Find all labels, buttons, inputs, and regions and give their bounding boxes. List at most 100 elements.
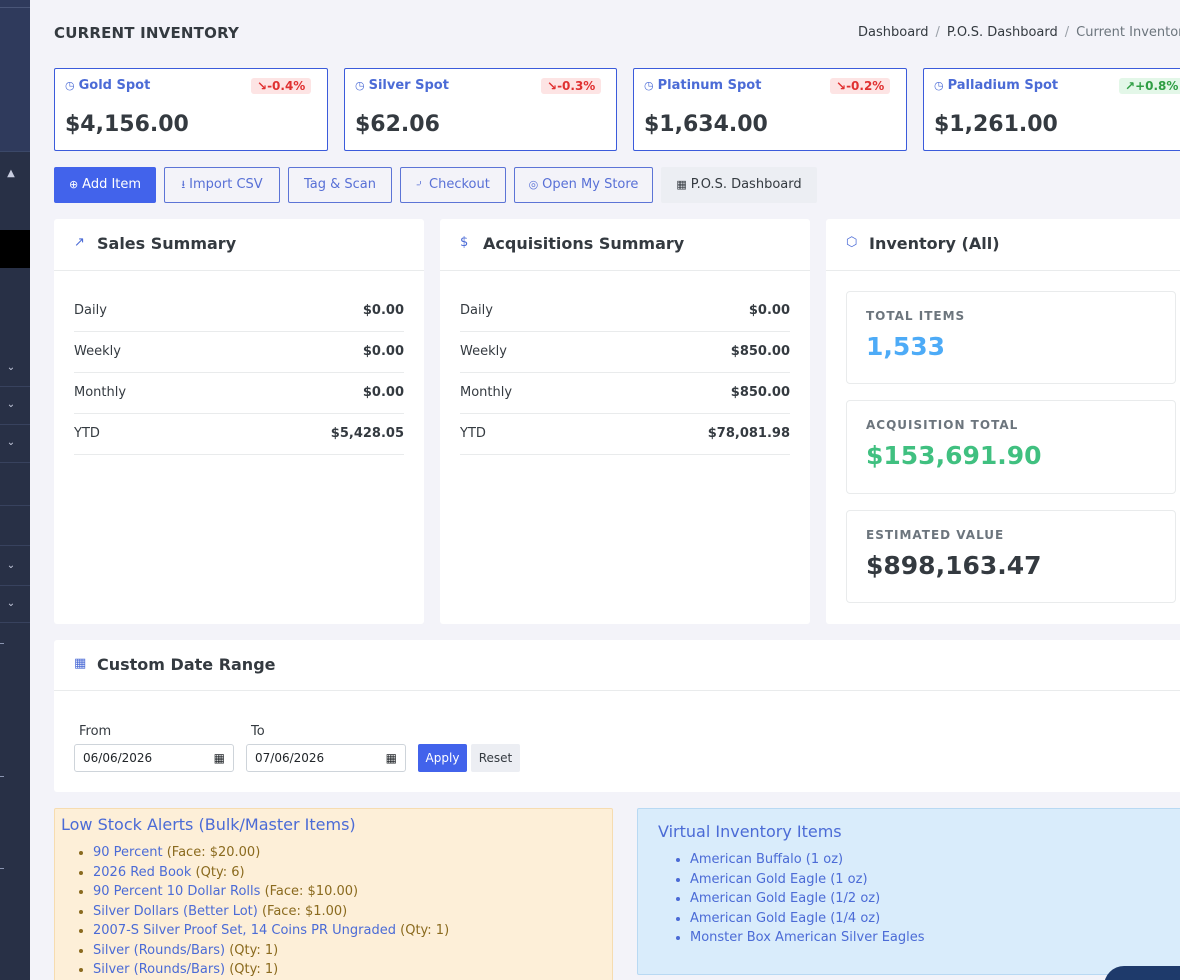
upload-icon: ⭳ xyxy=(181,178,186,191)
sidebar-header xyxy=(0,0,30,152)
spot-card-palladium: ◷ Palladium Spot ↗+0.8% $1,261.00 xyxy=(923,68,1180,151)
list-item: 2007-S Silver Proof Set, 14 Coins PR Ung… xyxy=(93,921,449,941)
card-title: Acquisitions Summary xyxy=(483,234,685,253)
chevron-down-icon[interactable]: ⌄ xyxy=(6,399,16,410)
import-csv-button[interactable]: ⭳ Import CSV xyxy=(164,167,280,203)
low-stock-list: 90 Percent (Face: $20.00) 2026 Red Book … xyxy=(93,843,449,980)
spot-name: Platinum Spot xyxy=(657,78,762,93)
list-item: Silver (Rounds/Bars) (Qty: 1) xyxy=(93,960,449,980)
breadcrumb: Dashboard / P.O.S. Dashboard / Current Inven… xyxy=(858,25,1180,40)
list-item[interactable]: American Gold Eagle (1/2 oz) xyxy=(690,889,925,909)
inventory-card: ⬡ Inventory (All) TOTAL ITEMS 1,533 ACQUI… xyxy=(826,219,1180,624)
trend-down-icon: ↘ xyxy=(257,79,268,93)
trend-up-icon: ↗ xyxy=(1125,79,1136,93)
breadcrumb-dashboard[interactable]: Dashboard xyxy=(858,25,929,40)
chevron-up-icon[interactable]: ▲ xyxy=(7,168,15,179)
summary-row: Daily $0.00 xyxy=(74,291,404,332)
summary-row: Weekly $850.00 xyxy=(460,332,790,373)
apply-button[interactable]: Apply xyxy=(418,744,467,772)
virtual-inventory-list: American Buffalo (1 oz) American Gold Ea… xyxy=(690,850,925,948)
to-date-input[interactable]: 07/06/2026 ▦ xyxy=(246,744,406,772)
custom-date-range-card: ▦ Custom Date Range xyxy=(54,640,1180,792)
list-item: Silver (Rounds/Bars) (Qty: 1) xyxy=(93,941,449,961)
spot-price: $4,156.00 xyxy=(65,112,189,137)
sidebar-item-active[interactable] xyxy=(0,230,30,268)
box-icon: ⬡ xyxy=(846,235,858,250)
calendar-icon: ▦ xyxy=(74,656,87,671)
virtual-inventory-title: Virtual Inventory Items xyxy=(658,822,842,841)
main-content: CURRENT INVENTORY Dashboard / P.O.S. Dashb… xyxy=(30,0,1180,980)
summary-row: YTD $78,081.98 xyxy=(460,414,790,455)
globe-icon: ◎ xyxy=(528,178,539,191)
list-item[interactable]: American Gold Eagle (1 oz) xyxy=(690,870,925,890)
item-link[interactable]: 2007-S Silver Proof Set, 14 Coins PR Ung… xyxy=(93,923,396,938)
summary-row: Weekly $0.00 xyxy=(74,332,404,373)
grid-icon: ▦ xyxy=(676,178,687,191)
item-link[interactable]: Silver Dollars (Better Lot) xyxy=(93,903,258,919)
dollar-icon: $ xyxy=(460,235,469,250)
calendar-icon: ▦ xyxy=(213,751,225,765)
spot-change-badge: ↘-0.4% xyxy=(251,78,312,94)
spot-change-badge: ↘-0.3% xyxy=(541,78,602,94)
list-item: Silver Dollars (Better Lot) (Face: $1.00… xyxy=(93,902,449,922)
summary-row: Daily $0.00 xyxy=(460,291,790,332)
spot-name: Gold Spot xyxy=(78,78,151,93)
reset-button[interactable]: Reset xyxy=(471,744,520,772)
chevron-down-icon[interactable]: ⌄ xyxy=(6,437,16,448)
spot-price: $1,634.00 xyxy=(644,112,768,137)
summary-row: YTD $5,428.05 xyxy=(74,414,404,455)
item-link[interactable]: Silver (Rounds/Bars) xyxy=(93,962,226,977)
spot-card-silver: ◷ Silver Spot ↘-0.3% $62.06 xyxy=(344,68,617,151)
list-item: 90 Percent (Face: $20.00) xyxy=(93,843,449,863)
spot-price: $1,261.00 xyxy=(934,112,1058,137)
list-item: 2026 Red Book (Qty: 6) xyxy=(93,863,449,883)
item-link[interactable]: 90 Percent xyxy=(93,845,163,860)
list-item[interactable]: American Buffalo (1 oz) xyxy=(690,850,925,870)
sidebar: ▲ ⌄ ⌄ ⌄ ⌄ ⌄ xyxy=(0,0,30,980)
calendar-icon: ▦ xyxy=(385,751,397,765)
breadcrumb-current: Current Inventory xyxy=(1076,25,1180,40)
spot-card-gold: ◷ Gold Spot ↘-0.4% $4,156.00 xyxy=(54,68,328,151)
item-link[interactable]: Silver (Rounds/Bars) xyxy=(93,942,226,958)
checkout-button[interactable]: ⌏ Checkout xyxy=(400,167,506,203)
acquisition-total-stat: ACQUISITION TOTAL $153,691.90 xyxy=(846,400,1176,494)
item-link[interactable]: 90 Percent 10 Dollar Rolls xyxy=(93,884,261,899)
add-item-button[interactable]: ⊕ Add Item xyxy=(54,167,156,203)
from-date-input[interactable]: 06/06/2026 ▦ xyxy=(74,744,234,772)
chevron-down-icon[interactable]: ⌄ xyxy=(6,560,16,571)
summary-row: Monthly $850.00 xyxy=(460,373,790,414)
open-store-button[interactable]: ◎ Open My Store xyxy=(514,167,653,203)
item-link[interactable]: 2026 Red Book xyxy=(93,864,192,880)
trend-down-icon: ↘ xyxy=(836,79,847,93)
trending-up-icon: ↗ xyxy=(74,235,85,250)
gauge-icon: ◷ xyxy=(65,79,75,92)
low-stock-alerts: Low Stock Alerts (Bulk/Master Items) 90 … xyxy=(54,808,613,980)
spot-name: Palladium Spot xyxy=(947,78,1059,93)
page-title: CURRENT INVENTORY xyxy=(54,24,240,42)
spot-name: Silver Spot xyxy=(368,78,449,93)
list-item[interactable]: American Gold Eagle (1/4 oz) xyxy=(690,909,925,929)
total-items-stat: TOTAL ITEMS 1,533 xyxy=(846,291,1176,384)
pos-dashboard-button[interactable]: ▦ P.O.S. Dashboard xyxy=(661,167,817,203)
from-label: From xyxy=(79,724,112,739)
card-title: Custom Date Range xyxy=(97,655,276,674)
summary-row: Monthly $0.00 xyxy=(74,373,404,414)
floating-action-button[interactable] xyxy=(1104,966,1180,980)
sales-summary-card: ↗ Sales Summary Daily $0.00 Weekly $0.00 Mo… xyxy=(54,219,424,624)
card-title: Sales Summary xyxy=(97,234,237,253)
virtual-inventory: Virtual Inventory Items American Buffalo… xyxy=(637,808,1180,975)
low-stock-title: Low Stock Alerts (Bulk/Master Items) xyxy=(61,815,356,834)
tag-scan-button[interactable]: Tag & Scan xyxy=(288,167,392,203)
gauge-icon: ◷ xyxy=(644,79,654,92)
plus-circle-icon: ⊕ xyxy=(68,178,79,191)
acquisitions-summary-card: $ Acquisitions Summary Daily $0.00 Weekly $… xyxy=(440,219,810,624)
chevron-down-icon[interactable]: ⌄ xyxy=(6,362,16,373)
spot-change-badge: ↘-0.2% xyxy=(830,78,891,94)
card-title: Inventory (All) xyxy=(869,234,1000,253)
gauge-icon: ◷ xyxy=(355,79,365,92)
spot-card-platinum: ◷ Platinum Spot ↘-0.2% $1,634.00 xyxy=(633,68,907,151)
list-item[interactable]: Monster Box American Silver Eagles xyxy=(690,928,925,948)
chevron-down-icon[interactable]: ⌄ xyxy=(6,598,16,609)
to-label: To xyxy=(251,724,265,739)
breadcrumb-pos-dashboard[interactable]: P.O.S. Dashboard xyxy=(946,25,1058,40)
